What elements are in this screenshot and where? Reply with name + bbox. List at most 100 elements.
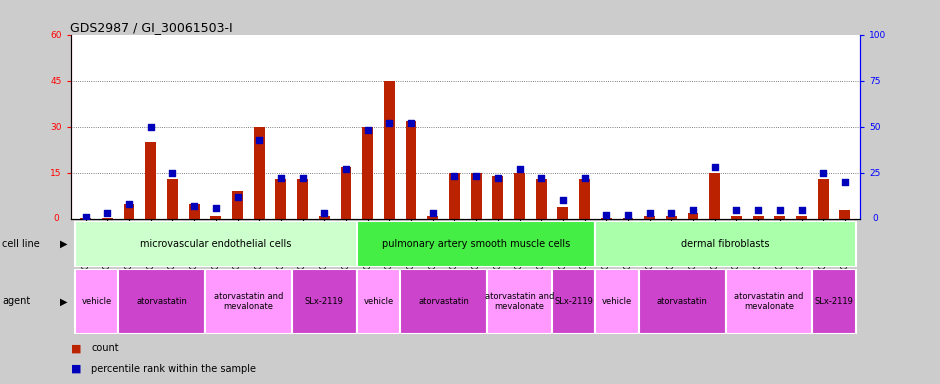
Bar: [557, 207, 569, 219]
Point: [838, 179, 853, 185]
Point: [78, 214, 93, 220]
Bar: [400, 269, 487, 334]
Point: [425, 210, 440, 217]
Bar: [487, 269, 552, 334]
Bar: [775, 216, 785, 219]
Point: [100, 210, 115, 217]
Bar: [839, 210, 851, 219]
Point: [816, 170, 831, 176]
Text: SLx-2119: SLx-2119: [555, 297, 593, 306]
Bar: [357, 221, 595, 267]
Text: 0: 0: [872, 214, 878, 223]
Point: [187, 203, 202, 209]
Bar: [818, 179, 829, 219]
Text: atorvastatin and
mevalonate: atorvastatin and mevalonate: [213, 292, 283, 311]
Point: [512, 166, 527, 172]
Point: [382, 120, 397, 126]
Text: GDS2987 / GI_30061503-I: GDS2987 / GI_30061503-I: [70, 21, 233, 34]
Bar: [75, 221, 357, 267]
Text: atorvastatin and
mevalonate: atorvastatin and mevalonate: [734, 292, 804, 311]
Text: ▶: ▶: [60, 239, 68, 249]
Bar: [232, 191, 243, 219]
Bar: [80, 218, 91, 219]
Text: atorvastatin: atorvastatin: [418, 297, 469, 306]
Point: [534, 175, 549, 181]
Text: vehicle: vehicle: [82, 297, 112, 306]
Bar: [514, 173, 525, 219]
Bar: [211, 216, 221, 219]
Text: vehicle: vehicle: [602, 297, 633, 306]
Bar: [753, 216, 763, 219]
Bar: [731, 216, 742, 219]
Bar: [189, 204, 199, 219]
Bar: [362, 127, 373, 219]
Bar: [449, 173, 460, 219]
Text: atorvastatin: atorvastatin: [657, 297, 708, 306]
Text: microvascular endothelial cells: microvascular endothelial cells: [140, 239, 291, 249]
Bar: [428, 216, 438, 219]
Bar: [710, 173, 720, 219]
Bar: [666, 216, 677, 219]
Bar: [579, 179, 590, 219]
Bar: [796, 216, 807, 219]
Text: vehicle: vehicle: [364, 297, 394, 306]
Text: atorvastatin: atorvastatin: [136, 297, 187, 306]
Text: percentile rank within the sample: percentile rank within the sample: [91, 364, 257, 374]
Bar: [124, 204, 134, 219]
Text: dermal fibroblasts: dermal fibroblasts: [682, 239, 770, 249]
Bar: [644, 216, 655, 219]
Point: [252, 137, 267, 143]
Bar: [552, 269, 595, 334]
Bar: [639, 269, 726, 334]
Point: [360, 127, 375, 134]
Bar: [357, 269, 400, 334]
Text: SLx-2119: SLx-2119: [305, 297, 344, 306]
Point: [773, 207, 788, 213]
Point: [685, 207, 700, 213]
Bar: [536, 179, 547, 219]
Point: [230, 194, 245, 200]
Point: [121, 201, 136, 207]
Bar: [595, 269, 639, 334]
Bar: [146, 142, 156, 219]
Text: ■: ■: [70, 343, 81, 353]
Text: count: count: [91, 343, 118, 353]
Point: [338, 166, 353, 172]
Bar: [726, 269, 812, 334]
Bar: [319, 216, 330, 219]
Bar: [167, 179, 178, 219]
Bar: [688, 213, 698, 219]
Point: [143, 124, 158, 130]
Bar: [601, 218, 612, 219]
Point: [599, 212, 614, 218]
Point: [274, 175, 289, 181]
Text: 0: 0: [53, 214, 58, 223]
Point: [751, 207, 766, 213]
Point: [556, 197, 571, 204]
Bar: [384, 81, 395, 219]
Point: [577, 175, 592, 181]
Bar: [254, 127, 265, 219]
Point: [446, 174, 462, 180]
Bar: [205, 269, 291, 334]
Text: ▶: ▶: [60, 296, 68, 306]
Point: [295, 175, 310, 181]
Point: [642, 210, 657, 217]
Point: [728, 207, 744, 213]
Bar: [118, 269, 205, 334]
Text: SLx-2119: SLx-2119: [815, 297, 854, 306]
Point: [317, 210, 332, 217]
Bar: [75, 269, 118, 334]
Bar: [102, 218, 113, 219]
Bar: [291, 269, 357, 334]
Point: [794, 207, 809, 213]
Bar: [493, 176, 503, 219]
Bar: [622, 218, 634, 219]
Text: cell line: cell line: [2, 239, 39, 249]
Point: [664, 210, 679, 217]
Bar: [406, 121, 416, 219]
Bar: [340, 167, 352, 219]
Point: [707, 164, 722, 170]
Point: [403, 120, 418, 126]
Bar: [812, 269, 855, 334]
